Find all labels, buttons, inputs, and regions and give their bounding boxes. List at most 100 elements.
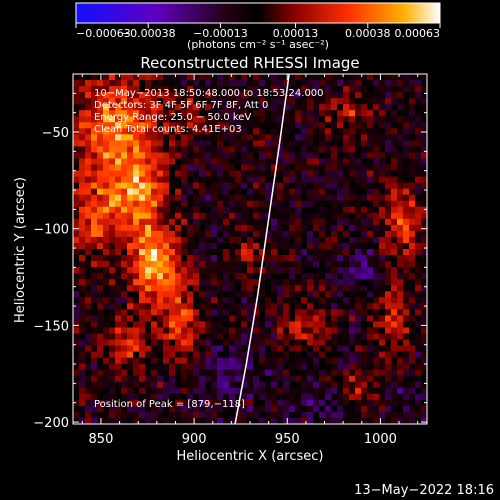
heatmap-cell (139, 158, 146, 166)
heatmap-cell (193, 291, 200, 298)
heatmap-cell (397, 140, 404, 148)
heatmap-cell (421, 315, 427, 323)
heatmap-cell (343, 375, 350, 383)
heatmap-cell (319, 104, 326, 111)
heatmap-cell (163, 74, 170, 81)
heatmap-cell (79, 164, 86, 172)
heatmap-cell (97, 170, 104, 178)
heatmap-cell (313, 110, 320, 117)
heatmap-cell (211, 92, 218, 99)
heatmap-cell (97, 399, 104, 407)
y-tick-label: −150 (33, 319, 69, 334)
heatmap-cell (397, 218, 404, 226)
heatmap-cell (391, 279, 398, 286)
heatmap-cell (259, 321, 266, 329)
heatmap-cell (331, 200, 338, 208)
heatmap-cell (355, 92, 362, 99)
heatmap-cell (211, 86, 218, 93)
colorbar-tick-label: 0.00038 (345, 27, 391, 40)
heatmap-cell (397, 134, 404, 141)
heatmap-cell (175, 122, 182, 129)
heatmap-cell (229, 369, 236, 377)
heatmap-cell (229, 357, 236, 365)
heatmap-cell (109, 387, 116, 395)
heatmap-cell (403, 333, 410, 341)
heatmap-cell (391, 182, 398, 190)
heatmap-cell (187, 92, 194, 99)
heatmap-cell (373, 375, 380, 383)
heatmap-cell (133, 267, 140, 274)
heatmap-cell (343, 188, 350, 196)
heatmap-cell (199, 273, 206, 280)
heatmap-cell (265, 285, 272, 292)
heatmap-cell (103, 273, 110, 280)
heatmap-cell (355, 405, 362, 413)
heatmap-cell (253, 261, 260, 268)
heatmap-cell (181, 291, 188, 298)
heatmap-cell (139, 375, 146, 383)
heatmap-cell (133, 249, 140, 256)
heatmap-cell (289, 104, 296, 111)
heatmap-cell (403, 375, 410, 383)
heatmap-cell (139, 297, 146, 304)
heatmap-cell (283, 122, 290, 129)
heatmap-cell (373, 74, 380, 81)
heatmap-cell (235, 122, 242, 129)
heatmap-cell (79, 375, 86, 383)
heatmap-cell (175, 86, 182, 93)
heatmap-cell (271, 92, 278, 99)
heatmap-cell (313, 249, 320, 256)
heatmap-cell (169, 206, 176, 214)
heatmap-cell (211, 417, 218, 424)
heatmap-cell (391, 98, 398, 105)
heatmap-cell (319, 164, 326, 172)
heatmap-cell (415, 158, 422, 166)
heatmap-cell (217, 206, 224, 214)
heatmap-cell (415, 152, 422, 160)
heatmap-cell (283, 146, 290, 154)
heatmap-cell (73, 230, 80, 238)
heatmap-cell (163, 188, 170, 196)
heatmap-cell (385, 333, 392, 341)
heatmap-cell (91, 110, 98, 117)
heatmap-cell (127, 122, 134, 129)
heatmap-cell (91, 164, 98, 172)
heatmap-cell (73, 158, 80, 166)
heatmap-cell (373, 249, 380, 256)
heatmap-cell (73, 393, 80, 401)
heatmap-cell (139, 206, 146, 214)
heatmap-cell (265, 369, 272, 377)
heatmap-cell (355, 86, 362, 93)
heatmap-cell (211, 170, 218, 178)
heatmap-cell (349, 224, 356, 232)
heatmap-cell (319, 224, 326, 232)
heatmap-cell (301, 333, 308, 341)
heatmap-cell (319, 279, 326, 286)
heatmap-cell (139, 303, 146, 310)
heatmap-cell (193, 255, 200, 262)
heatmap-cell (283, 158, 290, 166)
heatmap-cell (325, 297, 332, 304)
heatmap-cell (133, 351, 140, 359)
heatmap-cell (151, 116, 158, 123)
heatmap-cell (271, 152, 278, 160)
heatmap-cell (301, 176, 308, 184)
heatmap-cell (223, 110, 230, 117)
heatmap-cell (235, 182, 242, 190)
heatmap-cell (307, 345, 314, 353)
heatmap-cell (307, 387, 314, 395)
heatmap-cell (169, 146, 176, 154)
heatmap-cell (91, 387, 98, 395)
heatmap-cell (235, 86, 242, 93)
heatmap-cell (205, 92, 212, 99)
heatmap-cell (91, 321, 98, 329)
heatmap-cell (277, 393, 284, 401)
heatmap-cell (373, 140, 380, 148)
heatmap-cell (253, 375, 260, 383)
heatmap-cell (241, 158, 248, 166)
heatmap-cell (73, 345, 80, 353)
heatmap-cell (313, 375, 320, 383)
heatmap-cell (151, 345, 158, 353)
heatmap-cell (211, 255, 218, 262)
heatmap-cell (91, 194, 98, 202)
